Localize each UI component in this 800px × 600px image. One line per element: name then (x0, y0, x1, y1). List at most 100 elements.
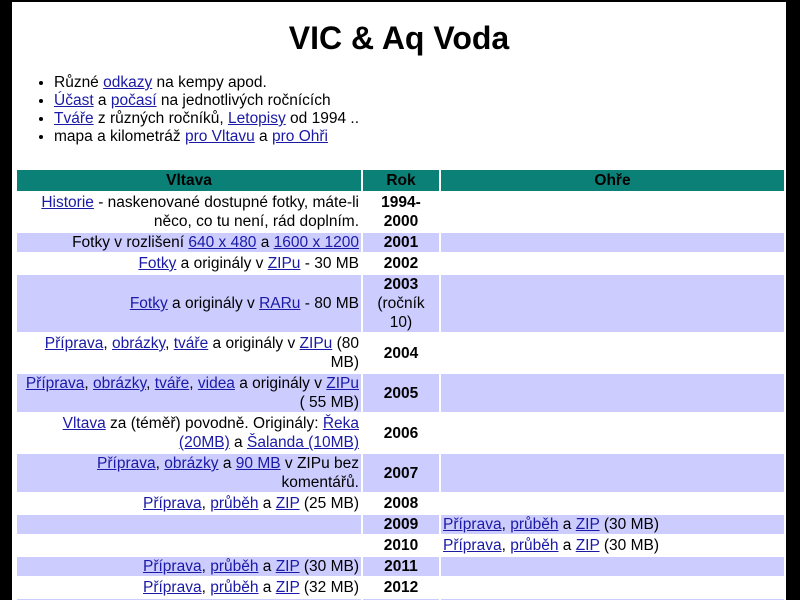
table-link[interactable]: Fotky (138, 255, 177, 272)
table-link[interactable]: Příprava (143, 558, 202, 575)
cell-text: , (103, 335, 112, 352)
table-link[interactable]: RARu (259, 295, 301, 312)
table-link[interactable]: obrázky (93, 375, 147, 392)
list-item: Různé odkazy na kempy apod. (54, 74, 786, 92)
table-link[interactable]: Příprava (44, 335, 104, 352)
table-link[interactable]: videa (197, 375, 235, 392)
column-header-rok: Rok (363, 170, 439, 191)
table-row: Historie - naskenované dostupné fotky, m… (17, 193, 784, 231)
cell-rok: 2006 (363, 414, 439, 452)
cell-vltava: Fotky a originály v ZIPu - 30 MB (17, 254, 361, 273)
table-link[interactable]: 90 MB (235, 455, 281, 472)
link-pro-vltavu[interactable]: pro Vltavu (184, 128, 255, 145)
table-link[interactable]: Fotky (129, 295, 168, 312)
table-link[interactable]: Příprava (143, 495, 202, 512)
table-link[interactable]: Šalanda (10MB) (246, 434, 359, 451)
cell-ohre (441, 254, 784, 273)
table-link[interactable]: Příprava (143, 579, 202, 596)
cell-text: (32 MB) (299, 579, 359, 596)
table-link[interactable]: průběh (510, 516, 559, 533)
list-item: mapa a kilometráž pro Vltavu a pro Ohři (54, 128, 786, 146)
table-link[interactable]: průběh (510, 537, 559, 554)
year-label: 2007 (383, 464, 419, 482)
table-link[interactable]: ZIPu (299, 335, 333, 352)
table-link[interactable]: ZIP (275, 579, 300, 596)
table-link[interactable]: obrázky (112, 335, 166, 352)
year-label: 2002 (383, 255, 419, 272)
column-header-vltava: Vltava (17, 170, 361, 191)
table-link[interactable]: obrázky (164, 455, 219, 472)
cell-text: a originály v (176, 255, 268, 272)
link-ucast[interactable]: Účast (54, 92, 94, 109)
cell-rok: 2012 (363, 578, 439, 597)
table-link[interactable]: Příprava (25, 375, 85, 392)
link-pocasi[interactable]: počasí (110, 92, 157, 109)
cell-vltava: Fotky a originály v RARu - 80 MB (17, 275, 361, 332)
cell-rok: 2003 (ročník 10) (363, 275, 439, 332)
table-row: Příprava, průběh a ZIP (32 MB) 2012 (17, 578, 784, 597)
cell-text: - 80 MB (300, 295, 359, 312)
table-link[interactable]: Vltava (62, 415, 106, 432)
cell-text: (30 MB) (599, 537, 659, 554)
cell-rok: 1994-2000 (363, 193, 439, 231)
link-pro-ohri[interactable]: pro Ohři (271, 128, 328, 145)
cell-ohre (441, 275, 784, 332)
year-label: 2011 (384, 558, 418, 575)
table-link[interactable]: ZIP (275, 558, 300, 575)
cell-text: za (téměř) povodně. Originály: (105, 415, 323, 432)
cell-text: ( 55 MB) (299, 394, 359, 411)
cell-vltava: Příprava, obrázky a 90 MB v ZIPu bez kom… (17, 454, 361, 492)
table-link[interactable]: ZIP (575, 537, 600, 554)
cell-text: , (201, 558, 211, 575)
cell-text: a originály v (167, 295, 260, 312)
cell-text: a (229, 434, 247, 451)
table-link[interactable]: tváře (154, 375, 190, 392)
year-label: 2009 (383, 516, 419, 533)
cell-rok: 2002 (363, 254, 439, 273)
table-link[interactable]: průběh (210, 558, 259, 575)
table-link[interactable]: Příprava (443, 516, 502, 533)
years-table: Vltava Rok Ohře Historie - naskenované d… (15, 168, 786, 600)
table-link[interactable]: Historie (41, 194, 94, 211)
cell-text: , (165, 335, 174, 352)
year-label: 2006 (383, 424, 419, 442)
cell-rok: 2001 (363, 233, 439, 252)
cell-rok: 2011 (363, 557, 439, 576)
text: a (254, 128, 272, 145)
table-row: Příprava, průběh a ZIP (25 MB) 2008 (17, 494, 784, 513)
year-label: 2005 (383, 384, 419, 402)
cell-text: a originály v (234, 375, 327, 392)
table-link[interactable]: 640 x 480 (188, 234, 257, 251)
table-link[interactable]: průběh (210, 495, 259, 512)
cell-rok: 2008 (363, 494, 439, 513)
cell-text: a originály v (208, 335, 300, 352)
table-link[interactable]: tváře (173, 335, 209, 352)
table-link[interactable]: Příprava (97, 455, 156, 472)
link-tvare[interactable]: Tváře (54, 110, 94, 127)
link-letopisy[interactable]: Letopisy (228, 110, 286, 127)
text: z různých ročníků, (93, 110, 229, 127)
cell-text: a (218, 455, 236, 472)
cell-text: a (258, 579, 276, 596)
table-link[interactable]: Příprava (443, 537, 502, 554)
table-link[interactable]: ZIP (575, 516, 600, 533)
table-link[interactable]: ZIPu (326, 375, 359, 392)
column-header-ohre: Ohře (441, 170, 784, 191)
table-link[interactable]: Řeka (20MB) (178, 415, 359, 451)
year-label: 2001 (383, 234, 419, 251)
year-label: 1994-2000 (381, 194, 421, 230)
table-link[interactable]: 1600 x 1200 (273, 234, 359, 251)
table-link[interactable]: ZIPu (267, 255, 301, 272)
cell-text: Fotky v rozlišení (72, 234, 189, 251)
table-link[interactable]: průběh (210, 579, 259, 596)
table-link[interactable]: ZIP (275, 495, 300, 512)
text: a (93, 92, 111, 109)
cell-text: , (201, 579, 211, 596)
text: mapa a kilometráž (54, 128, 185, 145)
cell-text: a (258, 495, 276, 512)
cell-vltava (17, 515, 361, 534)
cell-ohre (441, 494, 784, 513)
link-odkazy[interactable]: odkazy (103, 74, 153, 91)
cell-text: (30 MB) (299, 558, 359, 575)
